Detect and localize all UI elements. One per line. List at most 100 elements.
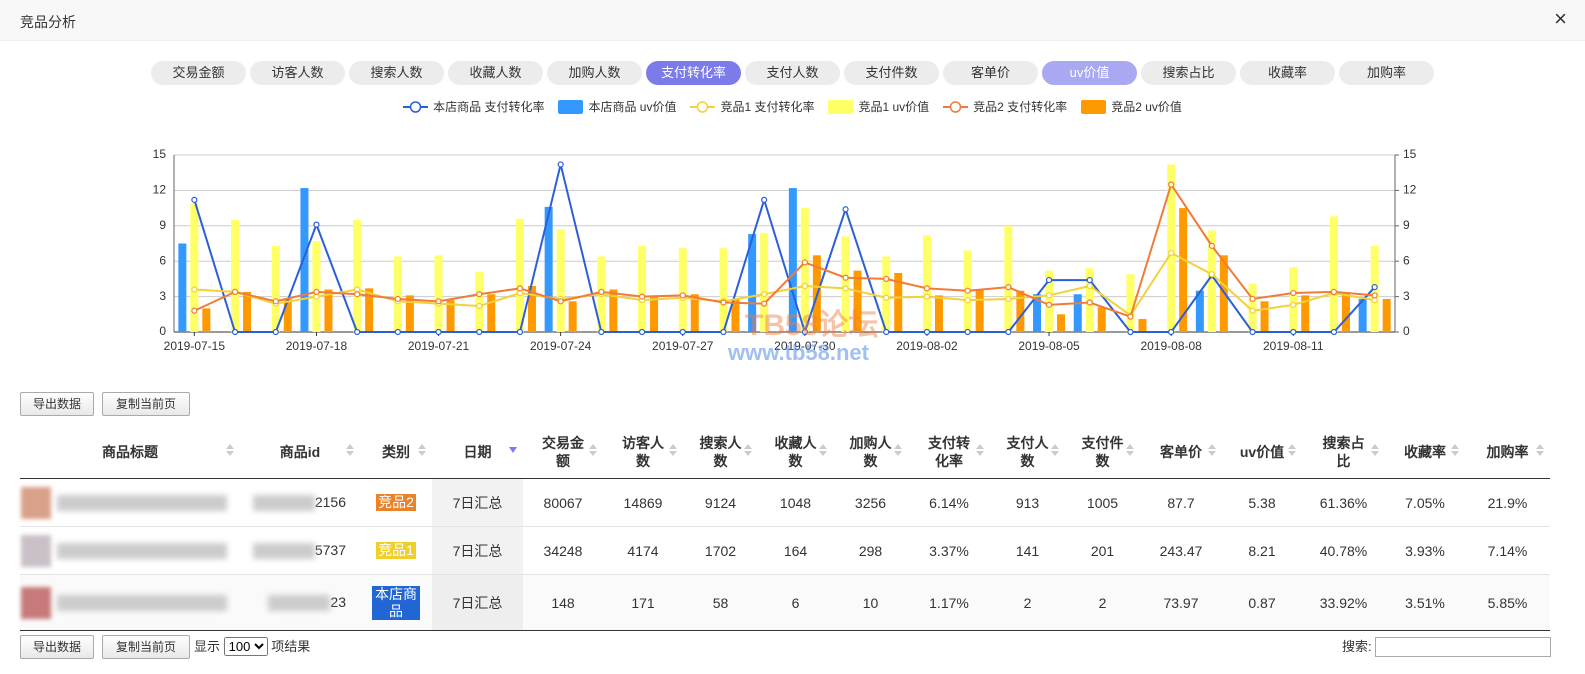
tab[interactable]: uv价值	[1042, 61, 1137, 85]
legend-item: 竞品1 支付转化率	[690, 98, 814, 115]
column-header[interactable]: 商品id	[240, 425, 360, 479]
tab[interactable]: 客单价	[943, 61, 1038, 85]
point	[1086, 282, 1093, 290]
point	[1005, 284, 1012, 291]
sort-icon	[894, 444, 902, 456]
bar	[544, 206, 553, 332]
search-input[interactable]	[1375, 636, 1552, 657]
title-cell	[20, 478, 240, 527]
column-header[interactable]: 商品标题	[20, 425, 240, 479]
product-id: 5737	[314, 541, 346, 558]
cell: 164	[758, 526, 833, 575]
point	[1249, 307, 1256, 314]
tab[interactable]: 支付转化率	[646, 61, 741, 85]
bar	[283, 298, 292, 332]
tab[interactable]: 收藏人数	[448, 61, 543, 85]
header-text: 类别	[382, 443, 410, 460]
copy-button[interactable]: 复制当前页	[102, 392, 190, 416]
bar	[975, 289, 984, 332]
tab[interactable]: 搜索人数	[349, 61, 444, 85]
page-size-select[interactable]: 100	[223, 637, 268, 656]
tab[interactable]: 收藏率	[1240, 61, 1335, 85]
line	[194, 251, 1375, 317]
bar	[934, 295, 943, 332]
header-text: 支付人数	[1006, 434, 1049, 469]
column-header[interactable]: 搜索人数	[683, 425, 758, 479]
point	[761, 196, 768, 203]
product-id: 23	[330, 593, 346, 610]
bar	[393, 256, 402, 332]
column-header[interactable]: 支付转化率	[908, 425, 990, 479]
column-header[interactable]: 客单价	[1140, 425, 1222, 479]
export-button[interactable]: 导出数据	[20, 392, 94, 416]
point	[557, 161, 564, 168]
point	[1208, 242, 1215, 249]
tab[interactable]: 搜索占比	[1141, 61, 1236, 85]
bar	[190, 203, 199, 332]
cell: 21.9%	[1465, 478, 1550, 527]
table-row: 2156 竞品2 7日汇总 80067 14869 9124 1048 3256 6.14% 91…	[20, 478, 1550, 527]
column-header[interactable]: uv价值	[1222, 425, 1302, 479]
legend-item: 本店商品 支付转化率	[403, 98, 544, 115]
title-cell	[20, 574, 240, 631]
page-size: 显示 100 项结果	[194, 636, 310, 656]
point	[1249, 295, 1256, 303]
bar	[271, 245, 280, 332]
column-header[interactable]: 加购人数	[833, 425, 908, 479]
column-header[interactable]: 交易金额	[523, 425, 603, 479]
legend: 本店商品 支付转化率 本店商品 uv价值 竞品1 支付转化率 竞品1 uv价值 竞品2 …	[0, 98, 1585, 115]
point	[1086, 276, 1093, 284]
point	[191, 196, 198, 203]
cell: 竞品1	[360, 526, 432, 575]
bar	[515, 218, 524, 332]
cell: 14869	[603, 478, 683, 527]
point	[557, 298, 564, 305]
column-header[interactable]: 日期	[432, 425, 523, 479]
cell: 7.14%	[1465, 526, 1550, 575]
column-header[interactable]: 类别	[360, 425, 432, 479]
point	[638, 328, 646, 336]
header-text: 搜索占比	[1322, 434, 1365, 469]
tab[interactable]: 支付人数	[745, 61, 840, 85]
column-header[interactable]: 搜索占比	[1302, 425, 1385, 479]
tab[interactable]: 支付件数	[844, 61, 939, 85]
tab[interactable]: 访客人数	[250, 61, 345, 85]
point	[801, 259, 808, 266]
label: 项结果	[271, 639, 311, 654]
legend-item: 竞品1 uv价值	[828, 98, 929, 115]
product-image	[21, 586, 51, 619]
tab[interactable]: 加购人数	[547, 61, 642, 85]
metric-tabs: 交易金额 访客人数 搜索人数 收藏人数 加购人数 支付转化率 支付人数 支付件数 客单价 uv价值…	[0, 61, 1585, 85]
cell: 1702	[683, 526, 758, 575]
y-tick-label: 0	[159, 324, 166, 338]
bar	[300, 188, 309, 332]
legend-icon	[690, 100, 716, 113]
sort-icon	[669, 444, 677, 456]
export-button[interactable]: 导出数据	[20, 635, 94, 659]
column-header[interactable]: 加购率	[1465, 425, 1550, 479]
column-header[interactable]: 支付人数	[990, 425, 1065, 479]
cell: 5737	[240, 526, 360, 575]
bar	[353, 219, 362, 332]
column-header[interactable]: 支付件数	[1065, 425, 1140, 479]
legend-icon	[558, 99, 584, 114]
bar	[719, 248, 728, 332]
point	[435, 328, 442, 336]
tab[interactable]: 加购率	[1339, 61, 1434, 85]
column-header[interactable]: 访客人数	[603, 425, 683, 479]
cell: 3256	[833, 478, 908, 527]
point	[923, 293, 931, 300]
cell: 6.14%	[908, 478, 990, 527]
column-header[interactable]: 收藏率	[1385, 425, 1465, 479]
tab[interactable]: 交易金额	[151, 61, 246, 85]
close-button[interactable]: ×	[1554, 6, 1567, 31]
column-header[interactable]: 收藏人数	[758, 425, 833, 479]
product-image	[21, 534, 51, 567]
cell: 7日汇总	[432, 574, 523, 631]
copy-button[interactable]: 复制当前页	[102, 635, 190, 659]
bar	[1057, 314, 1066, 332]
blurred-title	[57, 594, 227, 611]
cell: 913	[990, 478, 1065, 527]
label: 显示	[194, 639, 221, 654]
